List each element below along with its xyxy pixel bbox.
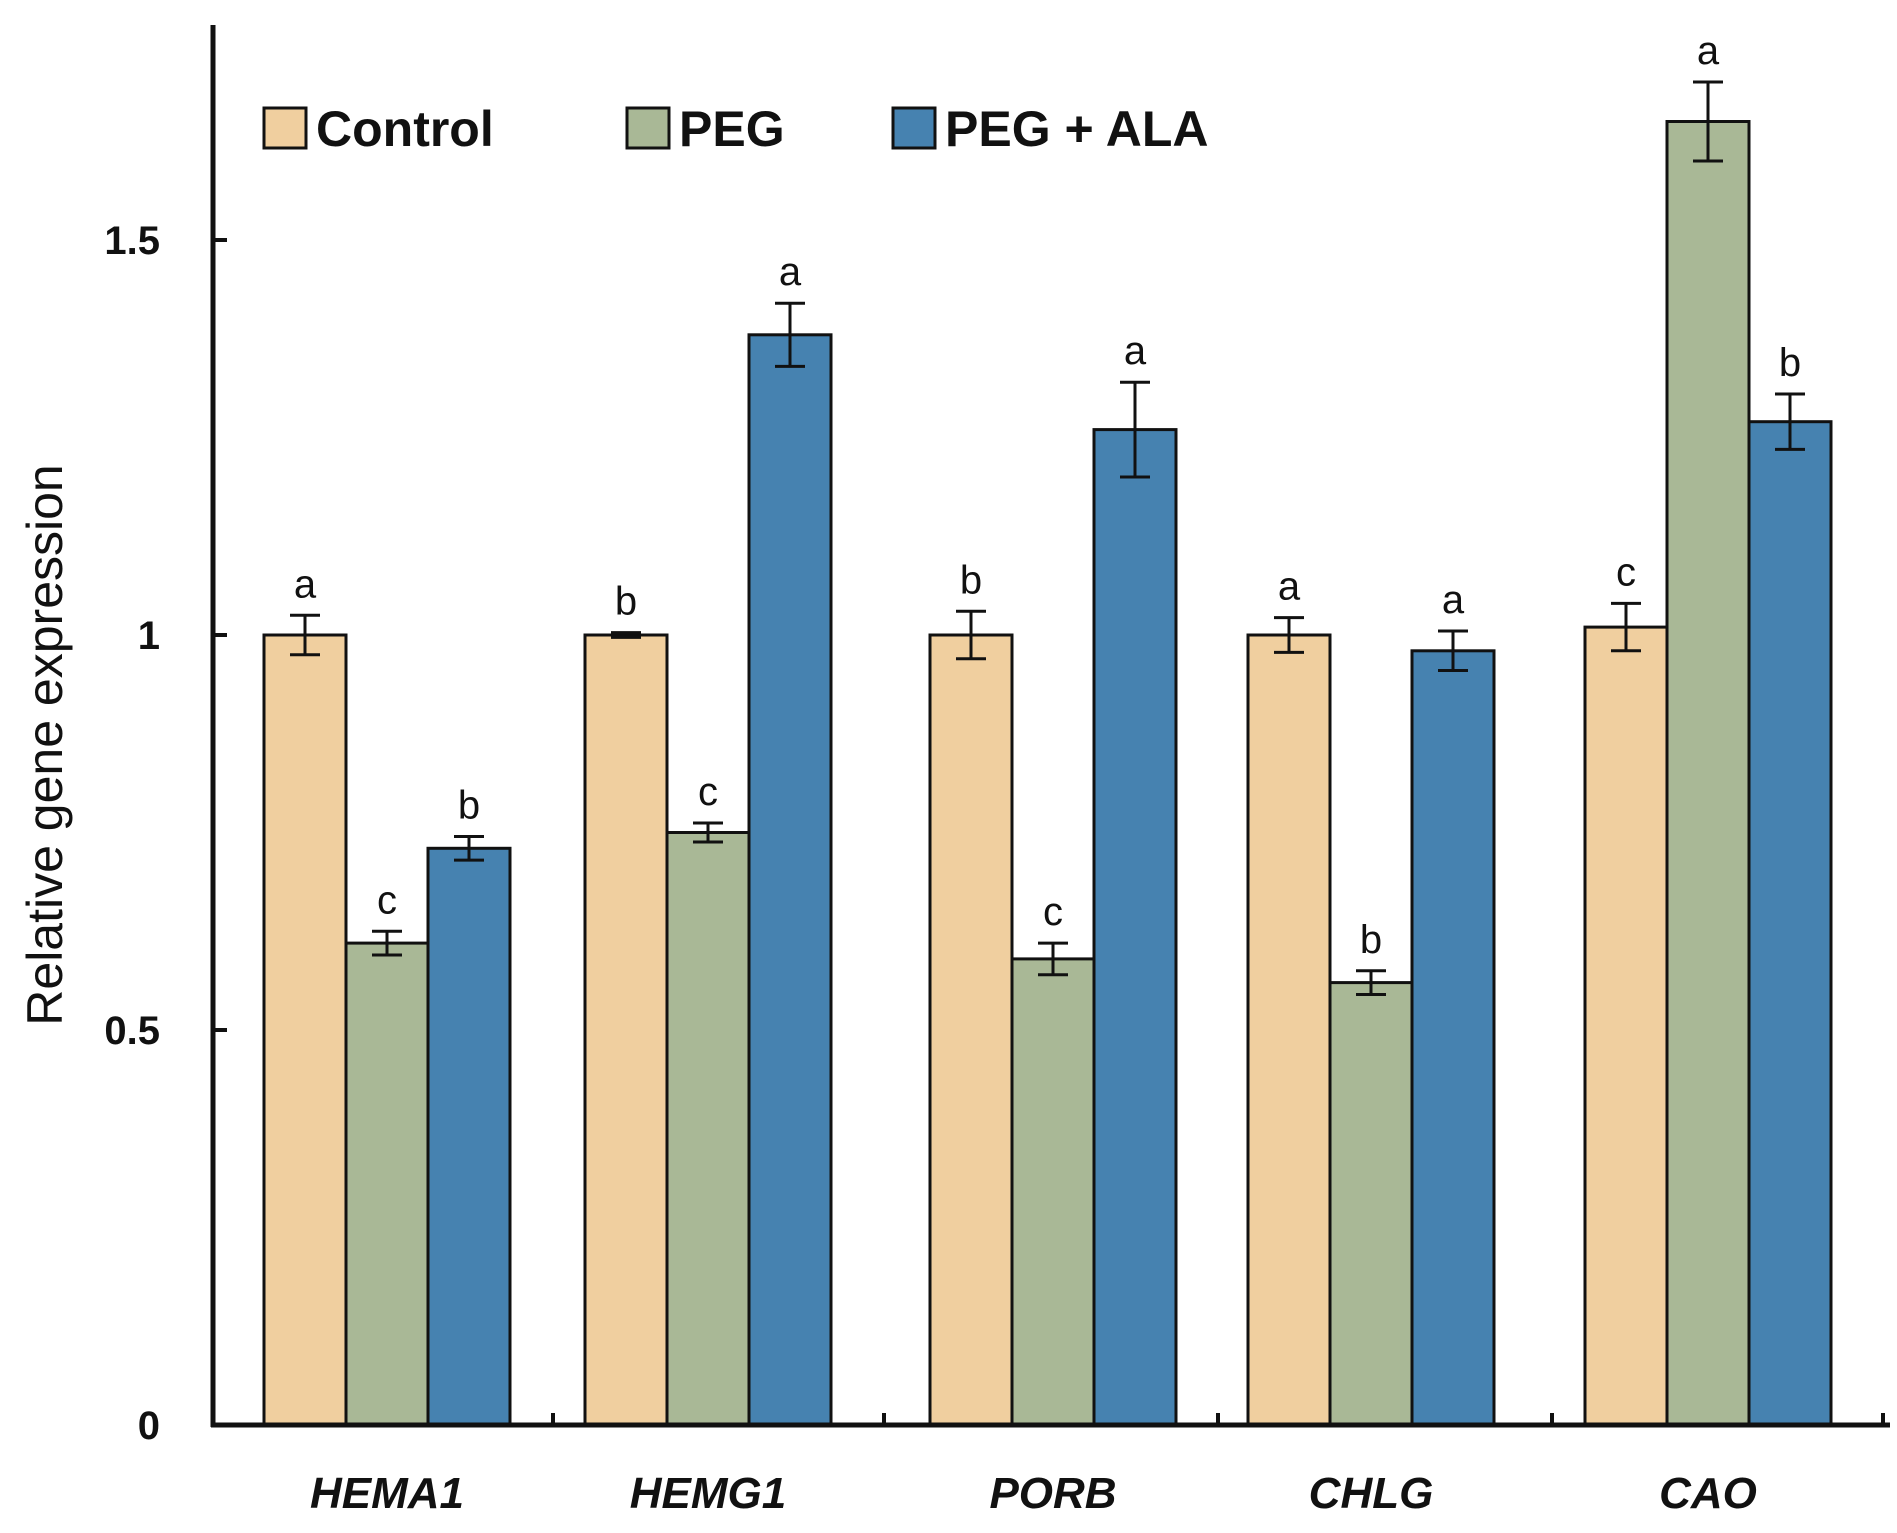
significance-letter: a	[1697, 29, 1720, 73]
significance-letter: a	[294, 562, 317, 606]
bar	[665, 831, 751, 1427]
legend-label: PEG + ALA	[945, 101, 1208, 157]
bar	[262, 633, 348, 1427]
bar	[1583, 625, 1669, 1427]
bar	[1010, 957, 1096, 1427]
significance-letter: b	[458, 783, 480, 827]
legend: Control PEG PEG + ALA	[262, 101, 1208, 157]
legend-swatch	[891, 106, 937, 150]
significance-letter: c	[698, 770, 718, 814]
significance-letter: c	[1616, 550, 1636, 594]
significance-letter: c	[1043, 890, 1063, 934]
bar	[1328, 981, 1414, 1427]
x-tick-label: CAO	[1659, 1469, 1757, 1518]
bar	[1665, 120, 1751, 1427]
significance-letter: b	[1779, 341, 1801, 385]
bar	[1246, 633, 1332, 1427]
bar	[928, 633, 1014, 1427]
y-tick-label: 1.5	[104, 219, 160, 263]
y-tick-label: 1	[138, 614, 160, 658]
bar	[344, 941, 430, 1427]
text-layer: a c b HEMA1 b c a HEMG1 b c a PORB a b a CHLG c a b CAO 0 0.5…	[17, 29, 1801, 1518]
x-tick-label: HEMG1	[630, 1469, 786, 1518]
x-tick-label: PORB	[989, 1469, 1116, 1518]
bar	[1410, 649, 1496, 1427]
significance-letter: a	[1124, 329, 1147, 373]
bar	[747, 333, 833, 1427]
axes-layer	[210, 25, 1890, 1428]
significance-letter: b	[960, 558, 982, 602]
bars-layer	[262, 80, 1833, 1427]
bar	[1747, 420, 1833, 1427]
significance-letter: b	[615, 580, 637, 624]
x-tick-label: CHLG	[1309, 1469, 1434, 1518]
y-tick-label: 0	[138, 1404, 160, 1448]
bar	[1092, 428, 1178, 1427]
legend-swatch	[262, 106, 308, 150]
y-axis-label: Relative gene expression	[17, 464, 73, 1025]
significance-letter: a	[1442, 578, 1465, 622]
legend-swatch	[625, 106, 671, 150]
bar	[426, 846, 512, 1427]
x-tick-label: HEMA1	[310, 1469, 464, 1518]
y-tick-label: 0.5	[104, 1009, 160, 1053]
significance-letter: c	[377, 878, 397, 922]
legend-label: PEG	[679, 101, 785, 157]
legend-label: Control	[316, 101, 494, 157]
significance-letter: b	[1360, 918, 1382, 962]
significance-letter: a	[1278, 565, 1301, 609]
significance-letter: a	[779, 250, 802, 294]
bar	[583, 633, 669, 1427]
